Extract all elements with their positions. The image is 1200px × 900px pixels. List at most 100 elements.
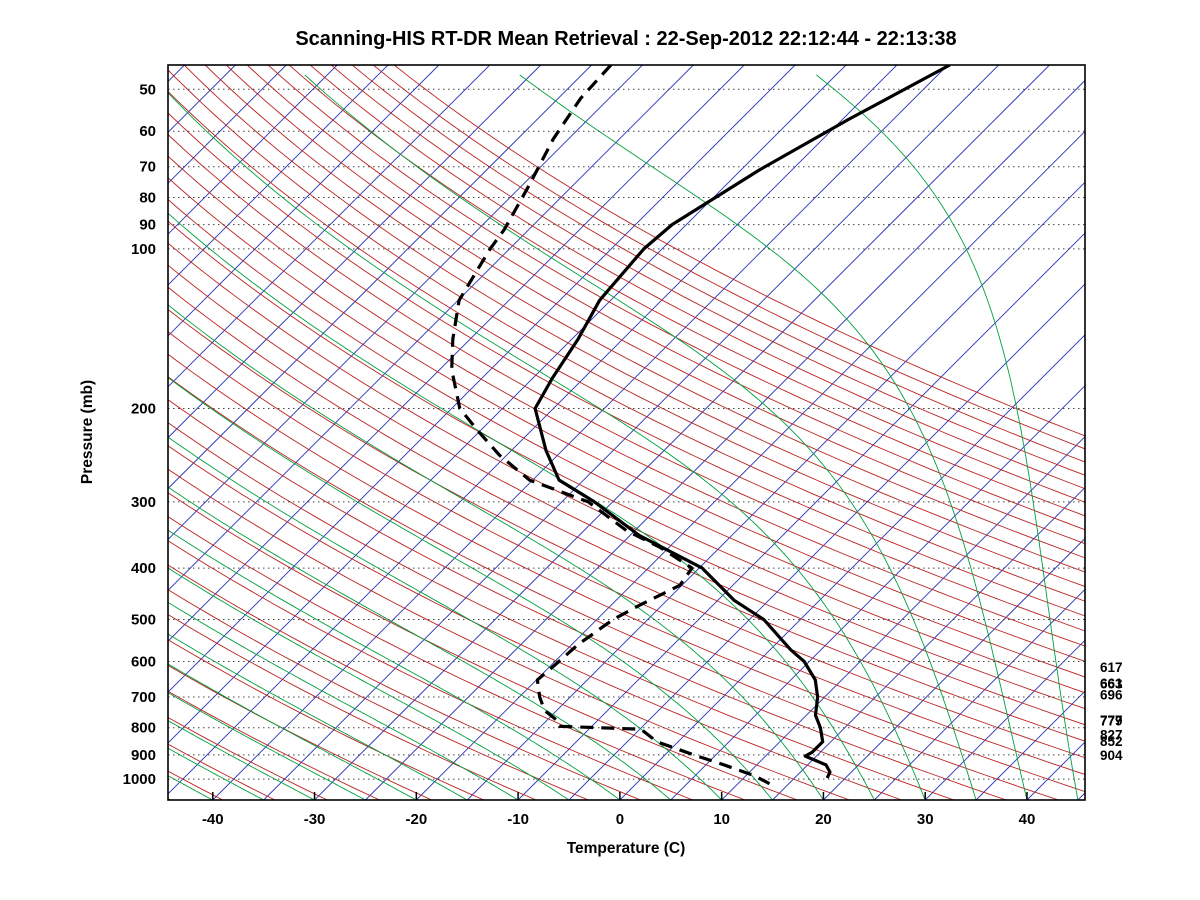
- dry-adiabat-line: [330, 65, 1085, 476]
- pressure-tick-label: 1000: [123, 771, 156, 788]
- isotherm-line: [517, 232, 1085, 800]
- level-label: 661: [1100, 676, 1123, 691]
- dry-adiabat-line: [204, 65, 1085, 559]
- dry-adiabat-line: [168, 90, 1085, 602]
- dry-adiabat-line: [168, 399, 1007, 800]
- moist-adiabat-line: [168, 692, 366, 800]
- level-label: 617: [1100, 660, 1123, 675]
- isotherm-line: [874, 588, 1085, 800]
- moist-adiabat-line: [168, 633, 468, 800]
- dry-adiabat-line: [183, 65, 1085, 573]
- axis-text: 5060708090100200300400500600700800900100…: [123, 81, 1123, 828]
- dry-adiabat-line: [393, 65, 1085, 437]
- moist-adiabat-line: [168, 376, 773, 800]
- moist-adiabat-line: [168, 436, 722, 800]
- pressure-tick-label: 60: [139, 123, 156, 140]
- dry-adiabat-line: [351, 65, 1085, 463]
- isotherm-line: [365, 79, 1085, 800]
- dry-adiabat-line: [168, 264, 1085, 726]
- isotherm-line: [168, 65, 592, 490]
- moist-adiabat-line: [168, 92, 926, 800]
- moist-adiabat-line: [304, 74, 977, 800]
- dry-adiabat-line: [372, 65, 1085, 450]
- pressure-tick-label: 900: [131, 747, 156, 764]
- level-label: 777: [1100, 713, 1123, 728]
- isotherm-line: [721, 436, 1085, 800]
- temp-tick-label: -30: [304, 811, 326, 828]
- background-grid: [168, 65, 1085, 800]
- plot-frame: [167, 64, 1086, 801]
- temp-tick-label: 30: [917, 811, 934, 828]
- temp-tick-label: -40: [202, 811, 224, 828]
- dry-adiabat-line: [168, 664, 432, 800]
- isotherm-line: [168, 65, 643, 541]
- isotherm-line: [168, 65, 389, 286]
- temp-tick-label: 20: [815, 811, 832, 828]
- dry-adiabat-line: [168, 422, 955, 800]
- temp-tick-label: -20: [405, 811, 427, 828]
- dry-adiabat-line: [288, 65, 1085, 503]
- moist-adiabat-line: [168, 567, 570, 800]
- isotherm-line: [823, 537, 1085, 800]
- temp-tick-label: 40: [1019, 811, 1036, 828]
- isotherm-line: [670, 385, 1085, 800]
- pressure-tick-label: 300: [131, 494, 156, 511]
- dry-adiabat-line: [168, 468, 850, 800]
- dry-adiabat-line: [225, 65, 1085, 545]
- pressure-tick-label: 100: [131, 241, 156, 258]
- isotherm-line: [168, 65, 491, 388]
- level-label: 663: [1100, 676, 1123, 691]
- chart-title: Scanning-HIS RT-DR Mean Retrieval : 22-S…: [295, 28, 957, 50]
- moist-adiabat-line: [168, 486, 672, 800]
- dry-adiabat-line: [309, 65, 1085, 490]
- pressure-tick-label: 400: [131, 560, 156, 577]
- isotherm-line: [263, 65, 999, 800]
- y-axis-label: Pressure (mb): [79, 380, 96, 484]
- isotherm-line: [168, 65, 541, 439]
- temp-tick-label: -10: [507, 811, 529, 828]
- dry-adiabat-line: [168, 331, 1085, 775]
- isotherm-line: [168, 65, 338, 235]
- moist-adiabat-line: [168, 663, 417, 800]
- moist-adiabat-line: [168, 775, 214, 800]
- dry-adiabat-line: [267, 65, 1085, 517]
- level-label: 904: [1100, 748, 1123, 763]
- pressure-tick-label: 800: [131, 720, 156, 737]
- pressure-tick-label: 600: [131, 653, 156, 670]
- pressure-tick-label: 500: [131, 611, 156, 628]
- axes-frame: [167, 64, 1086, 801]
- level-label: 779: [1100, 714, 1123, 729]
- moist-adiabat-line: [168, 601, 519, 800]
- isotherm-line: [168, 65, 745, 642]
- sounding-profiles: [450, 65, 951, 786]
- dry-adiabat-line: [246, 65, 1085, 531]
- dewpoint-curve: [450, 65, 771, 786]
- isotherm-line: [619, 334, 1085, 800]
- moist-adiabat-line: [168, 304, 824, 800]
- dry-adiabat-line: [168, 589, 589, 800]
- dry-adiabat-line: [168, 286, 1085, 742]
- dry-adiabat-line: [168, 69, 1085, 588]
- dry-adiabat-line: [168, 155, 1085, 647]
- isotherm-line: [168, 65, 236, 133]
- level-label: 696: [1100, 688, 1123, 703]
- temp-tick-label: 0: [616, 811, 624, 828]
- pressure-tick-label: 90: [139, 217, 156, 234]
- temp-tick-label: 10: [713, 811, 730, 828]
- dry-adiabat-line: [168, 177, 1085, 662]
- dry-adiabat-line: [168, 639, 485, 800]
- dry-adiabat-line: [168, 540, 693, 800]
- dry-adiabat-line: [168, 133, 1085, 632]
- dry-adiabat-line: [168, 376, 1059, 800]
- isotherm-line: [1077, 792, 1085, 800]
- dry-adiabat-line: [168, 445, 902, 800]
- dry-adiabat-line: [168, 492, 798, 800]
- dry-adiabat-line: [168, 198, 1085, 678]
- dry-adiabat-line: [168, 353, 1085, 793]
- level-label: 827: [1100, 727, 1123, 742]
- dry-adiabat-line: [168, 220, 1085, 694]
- dry-adiabat-line: [168, 242, 1085, 710]
- pressure-tick-label: 700: [131, 689, 156, 706]
